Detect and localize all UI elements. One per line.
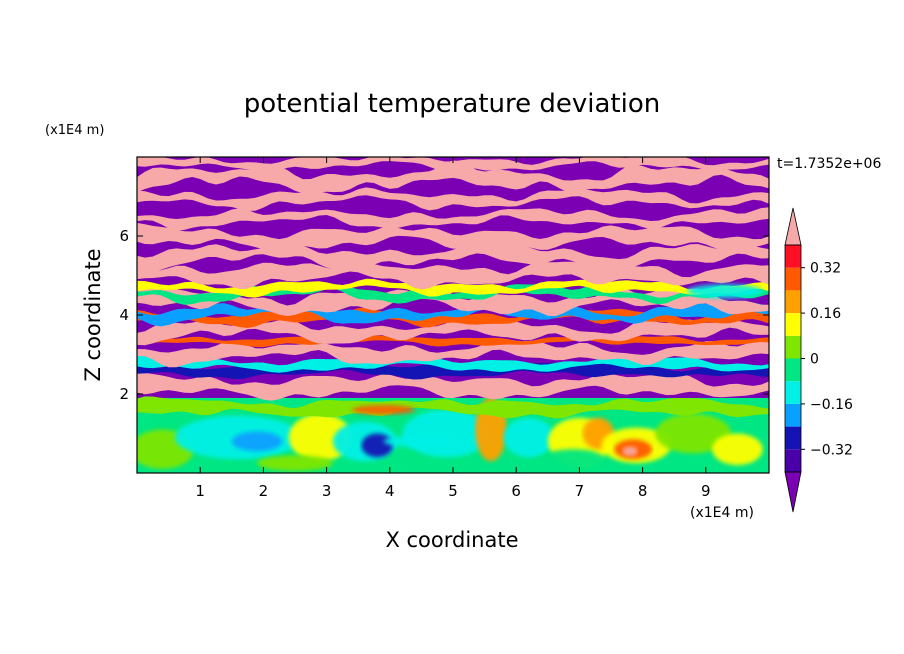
colorbar-segment xyxy=(785,449,801,472)
turbulent-cell xyxy=(541,449,605,470)
x-tick-label: 7 xyxy=(575,482,585,500)
y-tick-label: 6 xyxy=(119,227,129,245)
stratified-layer xyxy=(137,371,769,401)
layer-patch xyxy=(686,284,763,299)
colorbar-segment xyxy=(785,358,801,382)
colorbar-max-arrow xyxy=(784,207,802,246)
transition-band xyxy=(137,396,769,419)
colorbar-label: 0.32 xyxy=(810,261,841,277)
stratified-layer xyxy=(137,241,769,272)
colorbar-segment xyxy=(785,403,801,427)
turbulent-cell xyxy=(622,446,638,457)
x-tick-label: 4 xyxy=(385,482,395,500)
turbulent-cell xyxy=(503,417,555,458)
colorbar-label: 0 xyxy=(810,352,819,368)
colorbar-label: 0.16 xyxy=(810,306,841,322)
turbulent-cell xyxy=(712,433,763,466)
x-tick-label: 9 xyxy=(701,482,711,500)
colorbar-segment xyxy=(785,335,801,359)
plot-area xyxy=(137,157,769,473)
stratified-layer xyxy=(137,278,769,298)
x-axis: 1 2 3 4 5 6 7 8 9 xyxy=(195,157,711,500)
stratified-layer xyxy=(137,260,769,290)
x-tick-label: 3 xyxy=(322,482,332,500)
x-unit-label: (x1E4 m) xyxy=(690,505,754,521)
x-tick-label: 5 xyxy=(448,482,458,500)
layer-patch xyxy=(351,405,416,415)
turbulent-cell xyxy=(257,455,333,472)
colorbar-segment xyxy=(785,313,801,336)
colorbar-min-arrow xyxy=(784,471,802,513)
turbulent-cell xyxy=(361,433,393,458)
colorbar-label: −0.32 xyxy=(810,442,853,458)
stratified-layer xyxy=(137,222,769,252)
stratified-layer xyxy=(137,160,769,194)
y-axis-label: Z coordinate xyxy=(81,248,105,381)
colorbar: 0.32 0.16 0 −0.16 −0.32 xyxy=(784,207,853,513)
y-tick-label: 2 xyxy=(119,385,129,403)
time-label: t=1.7352e+06 xyxy=(777,156,881,172)
y-tick-label: 4 xyxy=(119,306,129,324)
turbulent-cell xyxy=(655,413,732,454)
contour-field xyxy=(137,157,769,473)
turbulent-cell xyxy=(231,431,283,452)
colorbar-segment xyxy=(785,426,801,450)
stratified-layer xyxy=(137,207,769,231)
stratified-layer xyxy=(137,355,769,373)
stratified-layer xyxy=(137,315,769,346)
stratified-layer xyxy=(137,157,769,173)
stratified-layer xyxy=(137,187,769,211)
colorbar-segment xyxy=(785,381,801,404)
layer-patch xyxy=(383,435,460,448)
x-tick-label: 8 xyxy=(638,482,648,500)
x-tick-label: 6 xyxy=(511,482,521,500)
y-axis: 2 4 6 xyxy=(119,227,769,403)
x-tick-label: 2 xyxy=(259,482,269,500)
chart-title: potential temperature deviation xyxy=(244,89,660,119)
stratified-layer xyxy=(137,339,769,368)
colorbar-segment xyxy=(785,245,801,268)
colorbar-segment xyxy=(785,290,801,314)
y-unit-label: (x1E4 m) xyxy=(45,123,104,138)
colorbar-label: −0.16 xyxy=(810,397,853,413)
colorbar-segment xyxy=(785,267,801,291)
x-axis-label: X coordinate xyxy=(385,528,518,552)
x-tick-label: 1 xyxy=(195,482,205,500)
